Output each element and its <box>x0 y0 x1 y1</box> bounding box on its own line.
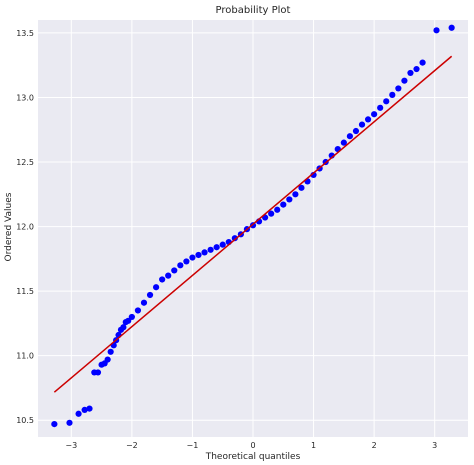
data-point <box>177 262 184 269</box>
y-tick-label: 13.5 <box>16 29 34 38</box>
data-point <box>219 241 226 248</box>
data-point <box>51 420 58 428</box>
data-point <box>120 324 127 331</box>
x-tick-label: −2 <box>126 441 138 450</box>
data-point <box>107 348 114 355</box>
x-tick-label: 3 <box>432 441 437 450</box>
data-point <box>268 210 275 217</box>
data-point <box>377 104 384 111</box>
data-point <box>86 405 93 412</box>
data-point <box>389 91 396 98</box>
y-tick-label: 12.5 <box>16 158 34 167</box>
y-tick-label: 11.5 <box>16 287 34 296</box>
data-point <box>352 127 360 135</box>
data-point <box>140 299 148 306</box>
chart-title: Probability Plot <box>216 5 291 16</box>
data-point <box>201 249 208 256</box>
data-point <box>231 235 238 242</box>
fit-line <box>53 55 453 393</box>
data-point <box>207 246 214 253</box>
data-point <box>274 206 281 213</box>
data-point <box>280 201 287 208</box>
data-point <box>94 369 102 376</box>
data-point <box>146 291 154 299</box>
data-point <box>358 121 366 128</box>
data-point <box>433 27 440 34</box>
x-tick-label: −1 <box>187 441 199 450</box>
x-tick-labels: −3 −2 −1 0 1 2 3 <box>65 441 437 450</box>
data-point <box>292 191 299 198</box>
data-point <box>171 267 178 274</box>
data-point <box>81 406 88 413</box>
data-point <box>189 254 196 261</box>
data-point <box>346 133 354 140</box>
data-point <box>419 59 426 66</box>
data-point <box>195 251 202 259</box>
data-point <box>401 77 408 84</box>
data-point <box>213 244 220 251</box>
data-point <box>104 356 111 363</box>
x-tick-label: 1 <box>311 441 316 450</box>
data-point <box>371 111 378 118</box>
data-point <box>286 196 293 203</box>
data-point <box>298 184 305 191</box>
data-point <box>159 276 166 283</box>
data-point <box>125 317 132 324</box>
y-axis-label: Ordered Values <box>4 192 14 261</box>
y-tick-label: 11.0 <box>16 352 34 361</box>
data-point <box>413 65 420 73</box>
x-tick-label: −3 <box>65 441 77 450</box>
y-tick-label: 10.5 <box>16 416 34 425</box>
data-point <box>165 272 172 279</box>
x-tick-label: 2 <box>372 441 377 450</box>
data-points <box>51 24 455 428</box>
x-axis-label: Theoretical quantiles <box>205 452 301 462</box>
data-point <box>75 410 82 417</box>
data-point <box>128 313 135 321</box>
y-tick-label: 13.0 <box>16 93 34 102</box>
data-point <box>407 69 414 77</box>
y-tick-labels: 10.5 11.0 11.5 12.0 12.5 13.0 13.5 <box>16 29 34 425</box>
data-point <box>395 85 402 92</box>
data-point <box>66 419 73 426</box>
data-point <box>152 284 160 291</box>
data-point <box>183 258 190 265</box>
data-point <box>134 307 142 314</box>
fit-line-layer <box>53 55 453 393</box>
x-tick-label: 0 <box>250 441 255 450</box>
data-point <box>364 116 372 123</box>
data-point <box>340 139 347 146</box>
data-point <box>448 24 455 31</box>
y-tick-label: 12.0 <box>16 223 34 232</box>
data-point <box>383 98 390 105</box>
